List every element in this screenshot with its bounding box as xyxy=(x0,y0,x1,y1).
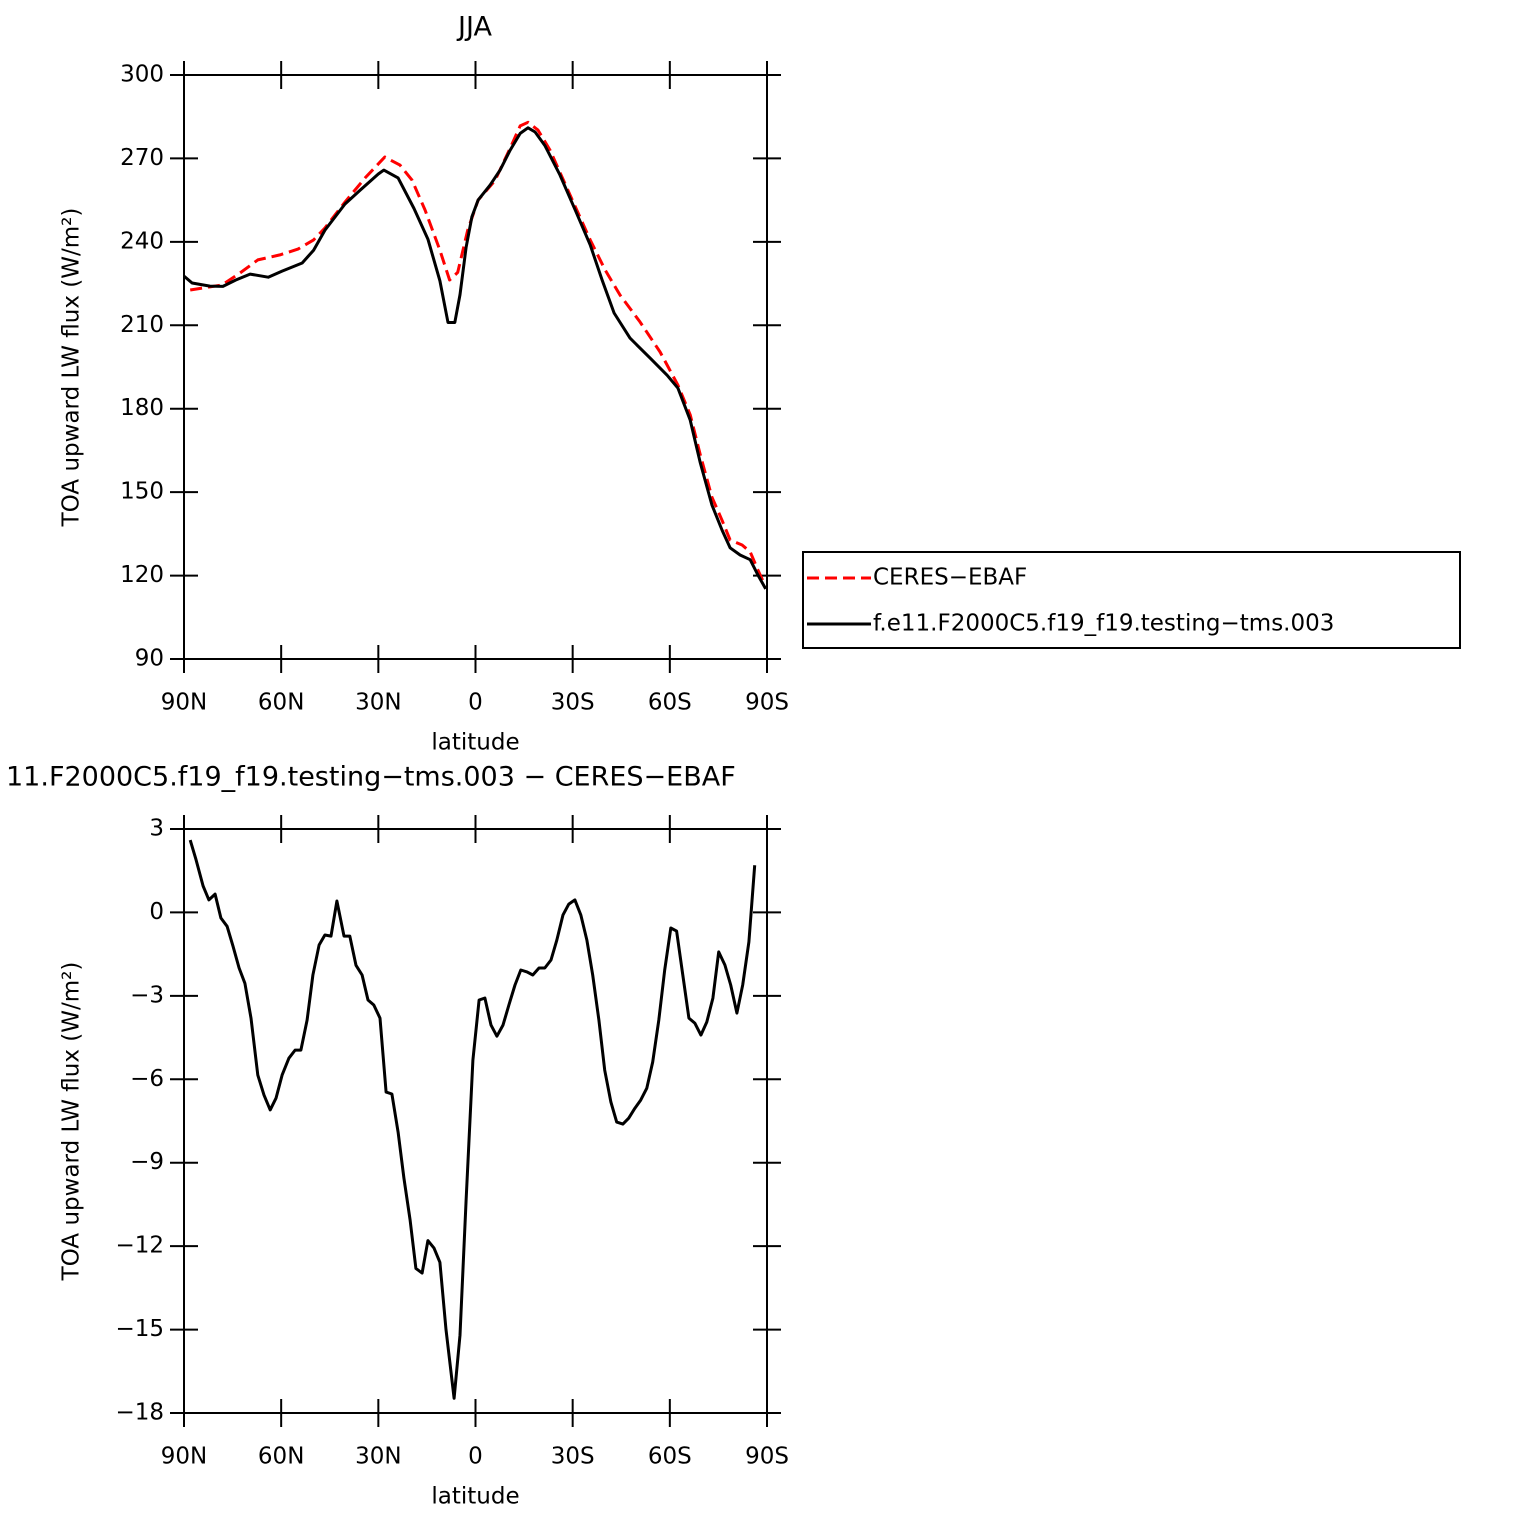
x-tick-label: 30N xyxy=(355,690,401,716)
x-tick-label: 90N xyxy=(161,1444,207,1470)
x-tick-label: 60S xyxy=(648,690,692,716)
x-tick-label: 0 xyxy=(468,690,483,716)
x-tick-label: 0 xyxy=(468,1444,483,1470)
plot-frame xyxy=(183,74,768,660)
y-tick-label: −12 xyxy=(115,1233,164,1259)
legend-box xyxy=(802,551,1461,649)
chart-title: JJA xyxy=(456,12,492,43)
y-tick-label: 120 xyxy=(120,562,164,588)
y-tick-label: 90 xyxy=(135,646,164,672)
series-line xyxy=(183,126,768,590)
plot-frame xyxy=(183,828,768,1414)
y-tick-label: −3 xyxy=(130,982,164,1008)
y-tick-label: 150 xyxy=(120,479,164,505)
x-axis-label: latitude xyxy=(431,1484,519,1510)
y-tick-label: 3 xyxy=(149,816,164,842)
y-tick-label: 210 xyxy=(120,312,164,338)
y-tick-label: 180 xyxy=(120,395,164,421)
legend-label: CERES−EBAF xyxy=(873,565,1027,591)
x-tick-label: 90S xyxy=(745,690,789,716)
x-tick-label: 90N xyxy=(161,690,207,716)
y-tick-label: −15 xyxy=(115,1316,164,1342)
legend-label: f.e11.F2000C5.f19_f19.testing−tms.003 xyxy=(873,611,1334,637)
x-tick-label: 30S xyxy=(551,690,595,716)
chart-title: 11.F2000C5.f19_f19.testing−tms.003 − CER… xyxy=(6,762,736,793)
y-tick-label: −9 xyxy=(130,1149,164,1175)
y-tick-label: 270 xyxy=(120,145,164,171)
x-axis-label: latitude xyxy=(431,730,519,756)
y-tick-label: −18 xyxy=(115,1400,164,1426)
series-line xyxy=(188,839,757,1400)
y-axis-label: TOA upward LW flux (W/m²) xyxy=(59,962,85,1282)
x-tick-label: 60N xyxy=(258,1444,304,1470)
y-tick-label: 240 xyxy=(120,228,164,254)
y-axis-label: TOA upward LW flux (W/m²) xyxy=(59,208,85,528)
x-tick-label: 60N xyxy=(258,690,304,716)
series-line xyxy=(189,120,766,584)
y-tick-label: −6 xyxy=(130,1066,164,1092)
x-tick-label: 90S xyxy=(745,1444,789,1470)
x-tick-label: 30S xyxy=(551,1444,595,1470)
x-tick-label: 60S xyxy=(648,1444,692,1470)
y-tick-label: 0 xyxy=(149,899,164,925)
x-tick-label: 30N xyxy=(355,1444,401,1470)
y-tick-label: 300 xyxy=(120,62,164,88)
